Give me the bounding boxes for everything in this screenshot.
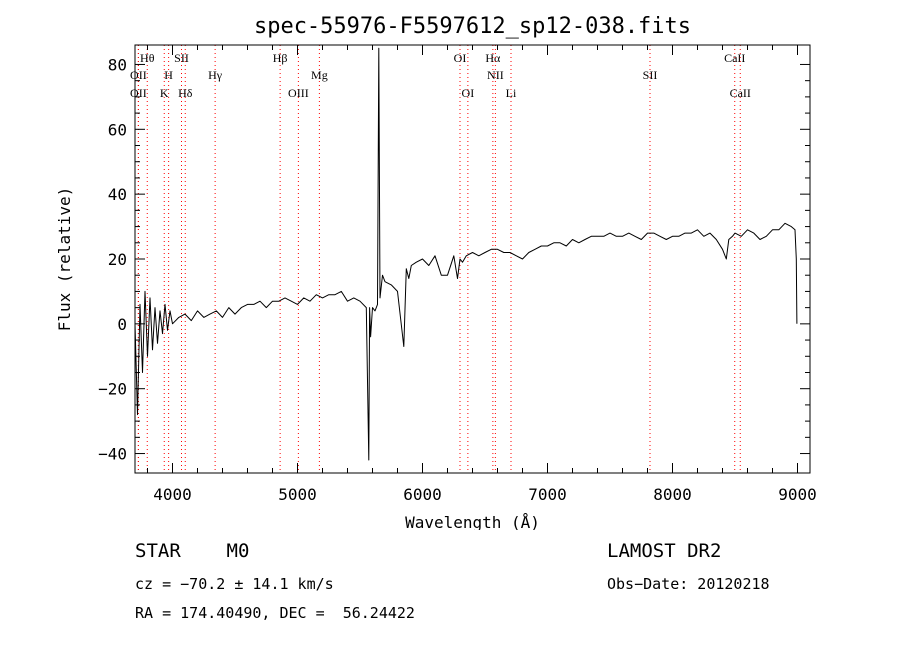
spectrum-chart: OIIOIIHθKHSIIHδHγHβOIIIMgOIOIHαNIILiSIIC…	[55, 14, 817, 532]
spectral-line-label: Li	[506, 86, 517, 100]
y-tick-label: 0	[117, 315, 127, 334]
spectral-line-label: OII	[130, 68, 147, 82]
y-tick-label: −20	[98, 380, 127, 399]
redshift-label: cz = −70.2 ± 14.1 km/s	[135, 575, 334, 593]
spectral-line-label: CaII	[724, 51, 745, 65]
y-tick-label: 60	[108, 120, 127, 139]
spectral-line-label: OIII	[288, 86, 309, 100]
chart-title: spec-55976-F5597612_sp12-038.fits	[254, 14, 691, 39]
spectral-line-label: OI	[462, 86, 475, 100]
spectral-line-label: Hγ	[208, 68, 223, 82]
x-tick-label: 7000	[528, 485, 567, 504]
spectral-line-label: CaII	[730, 86, 751, 100]
spectral-line-label: Hβ	[273, 51, 288, 65]
spectral-line-label: SII	[174, 51, 189, 65]
x-tick-label: 8000	[653, 485, 692, 504]
plot-frame	[134, 44, 811, 474]
x-tick-label: 6000	[403, 485, 442, 504]
spectral-line-label: Hα	[485, 51, 501, 65]
y-axis-label: Flux (relative)	[55, 187, 74, 332]
survey-label: LAMOST DR2	[607, 540, 722, 562]
spectral-line-label: Mg	[311, 68, 328, 82]
spectral-line-label: H	[164, 68, 173, 82]
spectral-line-label: OI	[454, 51, 467, 65]
y-tick-label: 80	[108, 55, 127, 74]
y-tick-label: 40	[108, 185, 127, 204]
y-tick-label: −40	[98, 445, 127, 464]
spectral-line-label: OII	[130, 86, 147, 100]
x-tick-label: 5000	[278, 485, 317, 504]
x-tick-label: 4000	[153, 485, 192, 504]
spectrum-line	[134, 47, 798, 461]
x-tick-label: 9000	[778, 485, 817, 504]
coordinates-label: RA = 174.40490, DEC = 56.24422	[135, 604, 415, 622]
spectral-line-label: Hδ	[178, 86, 193, 100]
y-tick-label: 20	[108, 250, 127, 269]
obs-date-label: Obs−Date: 20120218	[607, 575, 770, 593]
x-axis-label: Wavelength (Å)	[405, 513, 540, 530]
object-class-label: STAR M0	[135, 540, 250, 562]
spectral-line-label: NII	[487, 68, 504, 82]
spectral-line-label: Hθ	[140, 51, 155, 65]
spectral-line-label: K	[160, 86, 169, 100]
spectral-line-label: SII	[643, 68, 658, 82]
